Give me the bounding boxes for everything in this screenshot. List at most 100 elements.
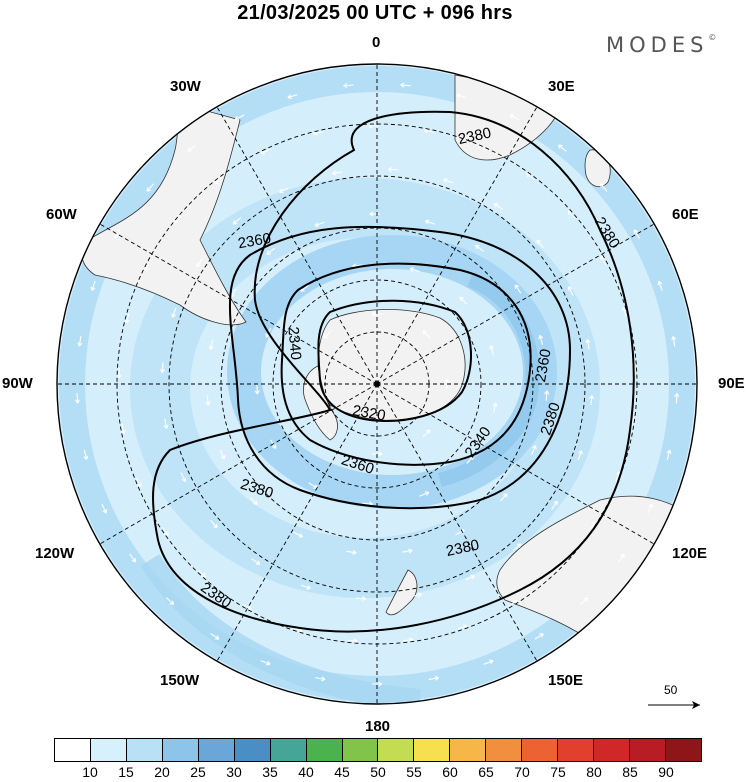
lon-label-60w: 60W bbox=[46, 206, 77, 223]
wind-arrow bbox=[234, 114, 245, 121]
wind-arrow bbox=[165, 597, 175, 606]
wind-arrow bbox=[187, 144, 196, 152]
wind-arrow bbox=[254, 383, 260, 395]
wind-arrow bbox=[146, 183, 155, 192]
color-legend-ticks: 10 15 20 25 30 35 40 45 50 55 60 65 70 75 80 85 90 bbox=[54, 764, 702, 782]
meridian-line bbox=[376, 383, 655, 545]
map-border bbox=[56, 63, 698, 705]
wind-arrow bbox=[343, 83, 354, 89]
wind-arrow bbox=[674, 393, 680, 404]
antarctica bbox=[313, 309, 466, 421]
wind-arrow bbox=[120, 423, 126, 435]
legend-swatch bbox=[486, 739, 523, 761]
wind-arrow bbox=[210, 633, 220, 640]
wind-arrow bbox=[489, 345, 495, 356]
contour-label: 2360 bbox=[532, 348, 555, 384]
lon-label-30e: 30E bbox=[548, 78, 575, 95]
legend-swatch bbox=[198, 739, 235, 761]
wind-arrow bbox=[74, 393, 80, 404]
wind-arrow bbox=[242, 603, 252, 610]
meridian-line bbox=[99, 223, 378, 385]
legend-swatch bbox=[414, 739, 451, 761]
lon-label-0: 0 bbox=[372, 34, 381, 51]
wind-arrow bbox=[585, 339, 591, 350]
lon-label-150e: 150E bbox=[548, 672, 584, 689]
lat-circle bbox=[168, 175, 586, 593]
wind-arrow bbox=[129, 553, 137, 563]
legend-tick-label: 35 bbox=[262, 764, 278, 780]
wind-vectors bbox=[74, 82, 680, 687]
wind-arrow bbox=[428, 675, 439, 681]
legend-swatch bbox=[378, 739, 415, 761]
wind-arrow bbox=[251, 558, 261, 565]
wind-arrow bbox=[422, 429, 431, 438]
contour-label: 2340 bbox=[284, 326, 304, 361]
legend-swatch bbox=[630, 739, 666, 761]
wind-arrow bbox=[171, 307, 177, 318]
wind-arrow bbox=[323, 330, 332, 339]
wind-arrow bbox=[419, 491, 430, 497]
wind-arrow bbox=[210, 519, 218, 529]
contour-label: 2360 bbox=[237, 230, 273, 253]
meridian-line bbox=[376, 223, 655, 385]
wind-arrow bbox=[411, 592, 422, 598]
legend-swatch bbox=[90, 739, 127, 761]
wind-arrow bbox=[577, 450, 583, 461]
lon-label-60e: 60E bbox=[672, 206, 699, 223]
meridian-line bbox=[99, 383, 378, 545]
meridian-line bbox=[216, 106, 378, 385]
legend-tick-label: 75 bbox=[550, 764, 566, 780]
wind-arrow bbox=[544, 390, 550, 401]
wind-arrow bbox=[475, 244, 484, 252]
legend-tick-label: 65 bbox=[478, 764, 494, 780]
wind-arrow bbox=[101, 503, 108, 514]
contour-2320 bbox=[317, 299, 472, 422]
wind-arrow bbox=[114, 229, 121, 239]
wind-arrow bbox=[144, 261, 151, 271]
wind-arrow bbox=[315, 676, 326, 682]
wind-arrow bbox=[422, 330, 431, 339]
legend-tick-label: 70 bbox=[514, 764, 530, 780]
wind-arrow bbox=[666, 449, 672, 460]
wind-arrow bbox=[499, 493, 508, 502]
wind-arrow bbox=[443, 178, 454, 184]
wind-arrow bbox=[617, 553, 625, 563]
legend-swatch bbox=[306, 739, 343, 761]
legend-tick-label: 55 bbox=[406, 764, 422, 780]
wind-arrow bbox=[538, 334, 544, 346]
wind-arrow bbox=[400, 82, 411, 88]
wind-arrow bbox=[260, 660, 271, 666]
legend-tick-label: 50 bbox=[370, 764, 386, 780]
lon-label-150w: 150W bbox=[160, 672, 200, 689]
meridian-line bbox=[376, 106, 538, 385]
wind-arrow bbox=[531, 445, 537, 456]
jet-streak-south bbox=[140, 554, 421, 704]
legend-swatch bbox=[558, 739, 595, 761]
legend-swatch bbox=[594, 739, 630, 761]
legend-tick-label: 25 bbox=[190, 764, 206, 780]
wind-arrow bbox=[347, 638, 358, 644]
wind-arrow bbox=[124, 313, 130, 324]
legend-swatch bbox=[450, 739, 487, 761]
wind-arrow bbox=[633, 229, 640, 239]
legend-tick-label: 10 bbox=[82, 764, 98, 780]
wind-arrow bbox=[314, 221, 325, 227]
wind-scale-arrow bbox=[648, 701, 700, 709]
legend-swatch bbox=[522, 739, 559, 761]
meridian-line bbox=[376, 383, 538, 662]
wind-arrow bbox=[159, 362, 166, 373]
wind-arrow bbox=[293, 531, 303, 538]
wind-arrow bbox=[647, 503, 653, 514]
map-title: 21/03/2025 00 UTC + 096 hrs bbox=[237, 2, 513, 24]
antarctic-peninsula bbox=[303, 365, 338, 441]
legend-tick-label: 60 bbox=[442, 764, 458, 780]
wind-arrow bbox=[459, 296, 468, 305]
wind-arrow bbox=[205, 395, 211, 406]
wind-arrow bbox=[287, 94, 298, 100]
wind-band-mid bbox=[130, 178, 600, 598]
height-contours bbox=[152, 110, 635, 633]
wind-arrow bbox=[402, 548, 413, 554]
lon-label-30w: 30W bbox=[170, 78, 201, 95]
brand-name: MODES bbox=[606, 33, 709, 57]
wind-arrow bbox=[266, 247, 276, 255]
